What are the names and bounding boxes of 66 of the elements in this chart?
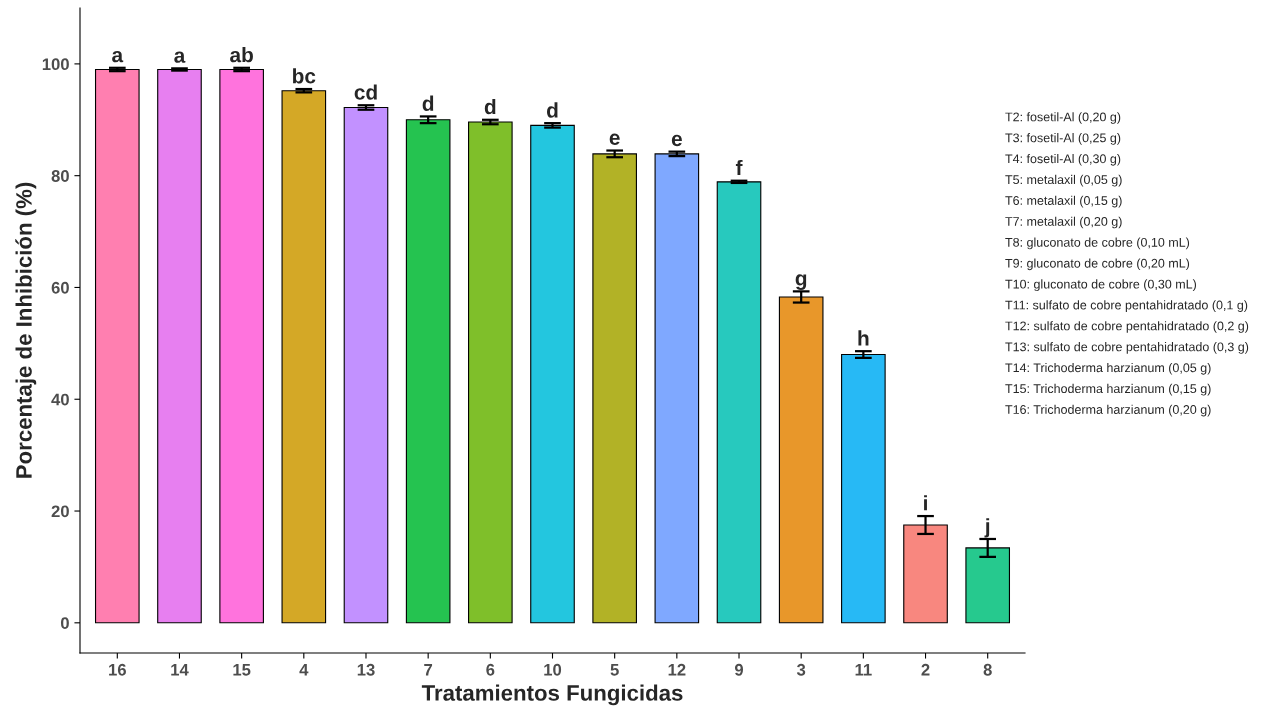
x-axis-title: Tratamientos Fungicidas (421, 684, 683, 706)
x-tick-label: 8 (983, 663, 992, 676)
annotation: T12: sulfato de cobre pentahidratado (0,2 g) (1005, 321, 1249, 333)
annotation: T7: metalaxil (0,20 g) (1005, 216, 1122, 229)
annotation: T6: metalaxil (0,15 g) (1005, 195, 1122, 208)
bar (343, 106, 389, 624)
x-tick-label: 7 (424, 664, 433, 676)
x-tick-label: 2 (921, 663, 930, 676)
annotation: e (609, 133, 620, 146)
bar (592, 153, 637, 624)
annotation: T4: fosetil-Al (0,30 g) (1005, 153, 1121, 166)
bar (654, 153, 700, 624)
annotation: j (984, 518, 990, 538)
annotation: i (924, 495, 927, 511)
y-tick-label: 40 (51, 393, 69, 406)
x-tick-label: 15 (233, 664, 251, 676)
x-tick-label: 10 (544, 663, 562, 676)
annotation: T5: metalaxil (0,05 g) (1005, 174, 1122, 187)
x-tick-label: 11 (855, 664, 872, 676)
y-tick-label: 80 (51, 170, 69, 182)
annotation: T9: gluconato de cobre (0,20 mL) (1005, 258, 1190, 271)
bar (219, 68, 264, 624)
annotation: T16: Trichoderma harzianum (0,20 g) (1005, 404, 1211, 417)
bar (716, 181, 762, 624)
annotation: cd (354, 84, 377, 100)
bar (157, 68, 202, 624)
annotation: a (112, 50, 124, 63)
bar (778, 296, 824, 624)
x-tick-label: 14 (171, 664, 189, 676)
annotation: g (795, 274, 807, 290)
bar (530, 124, 575, 624)
annotation: f (735, 159, 743, 175)
annotation: T11: sulfato de cobre pentahidratado (0,1 g) (1005, 300, 1248, 312)
y-tick-label: 0 (60, 617, 69, 630)
annotation: T2: fosetil-Al (0,20 g) (1005, 112, 1121, 124)
y-axis-title: Porcentaje de Inhibición (%) (15, 182, 37, 478)
y-tick-label: 20 (51, 505, 69, 518)
x-tick-label: 13 (357, 663, 375, 676)
bar (841, 353, 886, 624)
annotation: e (671, 134, 682, 147)
x-tick-label: 4 (299, 664, 309, 676)
annotation: T8: gluconato de cobre (0,10 mL) (1005, 237, 1190, 250)
bar (94, 68, 140, 624)
annotation: T10: gluconato de cobre (0,30 mL) (1005, 279, 1196, 292)
x-tick-label: 9 (734, 663, 744, 676)
x-tick-label: 6 (486, 663, 495, 676)
annotation: T3: fosetil-Al (0,25 g) (1005, 133, 1121, 145)
x-tick-label: 12 (668, 663, 686, 676)
annotation: T13: sulfato de cobre pentahidratado (0,3 g) (1005, 342, 1249, 354)
x-tick-label: 3 (796, 663, 806, 676)
annotation: T15: Trichoderma harzianum (0,15 g) (1005, 383, 1211, 396)
annotation: h (858, 330, 869, 346)
y-tick-label: 100 (42, 58, 69, 71)
annotation: ab (230, 47, 253, 63)
bar (405, 119, 451, 624)
annotation: T14: Trichoderma harzianum (0,05 g) (1005, 362, 1211, 375)
x-tick-label: 5 (610, 664, 619, 676)
bar (281, 90, 327, 624)
x-tick-label: 16 (109, 663, 126, 676)
annotation: d (484, 98, 496, 115)
bar (468, 121, 513, 624)
annotation: a (174, 51, 186, 63)
annotation: d (422, 95, 434, 111)
y-tick-label: 60 (51, 281, 69, 294)
annotation: bc (293, 68, 316, 84)
annotation: d (546, 102, 558, 118)
